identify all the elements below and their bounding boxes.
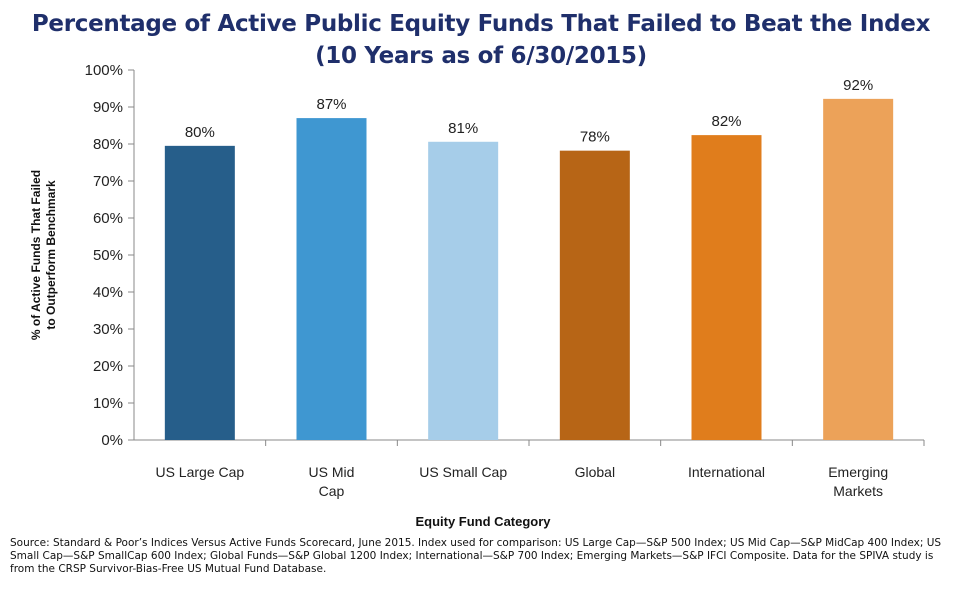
bar xyxy=(559,150,630,440)
x-tick-label: Cap xyxy=(319,483,345,499)
x-tick-label: US Large Cap xyxy=(155,464,244,480)
data-label: 92% xyxy=(843,77,873,94)
x-tick-label: US Mid xyxy=(309,464,355,480)
y-tick-label: 80% xyxy=(93,136,123,153)
x-tick-label: US Small Cap xyxy=(419,464,507,480)
data-label: 80% xyxy=(185,124,215,141)
y-tick-label: 10% xyxy=(93,395,123,412)
chart-title: Percentage of Active Public Equity Funds… xyxy=(31,11,931,37)
y-axis-title: % of Active Funds That Failedto Outperfo… xyxy=(29,170,58,340)
bar xyxy=(823,98,894,441)
y-tick-label: 60% xyxy=(93,210,123,227)
chart-title-block: Percentage of Active Public Equity Funds… xyxy=(0,8,962,72)
x-tick-label: Emerging xyxy=(828,464,888,480)
data-label: 82% xyxy=(711,113,741,130)
y-tick-label: 100% xyxy=(85,62,123,79)
axes-group: 0% 10% 20% 30% 40% 50% 60% 70% 80% 90% 100% % of Ac… xyxy=(29,62,925,449)
bar xyxy=(428,141,499,440)
labels-group: 80% US Large Cap 87% US Mid Cap 81% US Small C… xyxy=(155,77,888,529)
y-tick-label: 90% xyxy=(93,99,123,116)
y-tick-label: 20% xyxy=(93,358,123,375)
x-axis-title: Equity Fund Category xyxy=(415,514,551,529)
bar xyxy=(164,145,235,440)
data-label: 78% xyxy=(580,129,610,146)
y-tick-label: 0% xyxy=(101,432,123,449)
y-axis-title-line-2: to Outperform Benchmark xyxy=(44,180,58,330)
bars-group xyxy=(164,98,894,441)
chart-subtitle: (10 Years as of 6/30/2015) xyxy=(315,43,647,69)
y-axis-title-line-1: % of Active Funds That Failed xyxy=(29,170,43,340)
y-tick-label: 50% xyxy=(93,247,123,264)
source-note: Source: Standard & Poor’s Indices Versus… xyxy=(10,537,942,575)
y-tick-label: 30% xyxy=(93,321,123,338)
x-tick-label: International xyxy=(688,464,765,480)
x-tick-label: Markets xyxy=(833,483,883,499)
y-tick-label: 70% xyxy=(93,173,123,190)
data-label: 81% xyxy=(448,120,478,137)
data-label: 87% xyxy=(316,96,346,113)
y-tick-label: 40% xyxy=(93,284,123,301)
bar xyxy=(296,118,367,440)
x-tick-label: Global xyxy=(575,464,615,480)
bar xyxy=(691,135,762,440)
